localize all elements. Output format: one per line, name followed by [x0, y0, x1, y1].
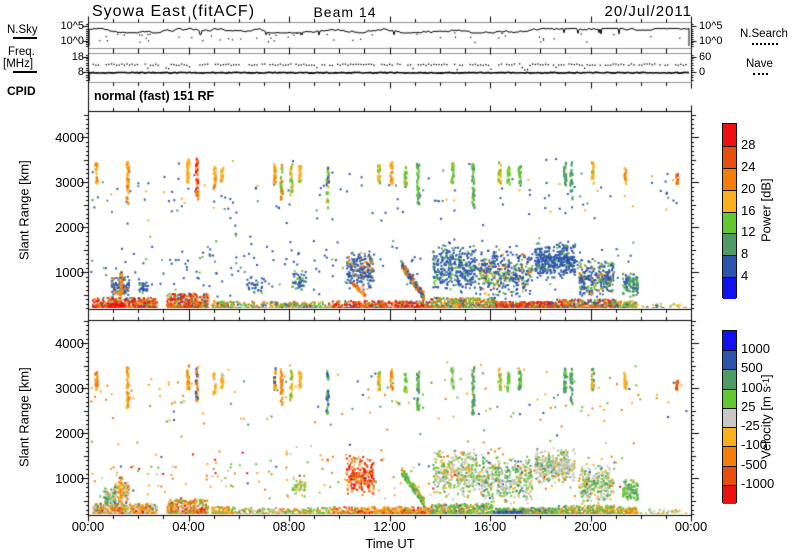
power-colorbar-title-text: Power [dB]: [758, 178, 774, 243]
time-axis-label: Time UT: [365, 536, 415, 551]
velocity-colorbar-tick-label: -500: [741, 456, 768, 472]
range-tick-label-velocity: 2000: [55, 426, 84, 442]
power-colorbar: [722, 123, 737, 299]
power-colorbar-tick-label: 12: [741, 224, 756, 240]
velocity-colorbar-tick-label: -25: [741, 418, 760, 434]
time-tick-label: 12:00: [373, 519, 406, 534]
power-colorbar-tick-label: 24: [741, 158, 756, 174]
velocity-colorbar-tick-label: -100: [741, 437, 768, 453]
nsky-label: N.Sky: [7, 24, 38, 36]
power-colorbar-tick-label: 16: [741, 202, 756, 218]
power-colorbar-segment-grn: [723, 211, 736, 234]
range-tick-label-power: 3000: [55, 175, 84, 191]
nsearch-label: N.Search: [740, 28, 788, 40]
velocity-colorbar-segment-nav: [723, 350, 736, 370]
freq-tick-label-left: 18: [71, 51, 84, 64]
velocity-colorbar-title-pre: Velocity [m s: [758, 385, 774, 459]
power-colorbar-segment-ord: [723, 145, 736, 168]
page-title: Syowa East (fitACF): [92, 3, 256, 20]
power-colorbar-tick-label: 20: [741, 180, 756, 196]
power-colorbar-segment-nav: [723, 255, 736, 278]
range-tick-label-velocity: 4000: [55, 336, 84, 352]
power-colorbar-title: Power [dB]: [757, 123, 775, 298]
slant-range-axis-label-power: Slant Range [km]: [16, 160, 32, 260]
power-colorbar-segment-blu: [723, 277, 736, 299]
noise-tick-label-left: 10^0: [60, 34, 84, 47]
noise-tick-label-right: 10^0: [699, 34, 723, 47]
power-colorbar-tick-label: 4: [741, 268, 749, 284]
time-tick-label: 16:00: [473, 519, 507, 534]
freq-tick-label-right: 0: [699, 65, 706, 78]
cpid-label: CPID: [7, 84, 36, 98]
velocity-colorbar-tick-label: 1000: [741, 341, 770, 357]
range-tick-label-power: 2000: [55, 220, 84, 236]
velocity-colorbar-title-sup: -1: [761, 377, 771, 386]
velocity-colorbar-segment-amb: [723, 427, 736, 447]
time-tick-label: 20:00: [574, 519, 607, 534]
velocity-colorbar-segment-org: [723, 446, 736, 466]
power-colorbar-segment-amb: [723, 189, 736, 212]
slant-range-axis-label-velocity: Slant Range [km]: [16, 367, 32, 468]
nsky-linestyle-marker: [13, 37, 37, 39]
freq-linestyle-marker: [13, 71, 37, 73]
freq-label-line1: Freq.: [8, 46, 35, 58]
velocity-colorbar-tick-label: 25: [741, 398, 756, 414]
power-colorbar-tick-label: 28: [741, 136, 756, 152]
power-colorbar-segment-red: [723, 124, 736, 146]
range-tick-label-power: 4000: [55, 130, 84, 146]
date-label: 20/Jul/2011: [604, 3, 692, 20]
velocity-colorbar-segment-grn: [723, 388, 736, 408]
freq-label-line2: [MHz]: [3, 58, 34, 70]
velocity-colorbar: [722, 330, 737, 504]
beam-label: Beam 14: [313, 4, 377, 20]
noise-tick-label-left: 10^5: [60, 20, 84, 33]
power-colorbar-segment-sea: [723, 233, 736, 256]
time-tick-label: 00:00: [71, 519, 105, 534]
velocity-colorbar-segment-gry: [723, 407, 736, 428]
cpid-value: normal (fast) 151 RF: [94, 89, 215, 103]
velocity-colorbar-segment-ord: [723, 465, 736, 485]
velocity-colorbar-title: Velocity [m s -1]: [757, 330, 775, 503]
range-tick-label-velocity: 1000: [55, 471, 84, 487]
velocity-colorbar-segment-sea: [723, 369, 736, 389]
power-colorbar-segment-org: [723, 167, 736, 190]
range-tick-label-power: 1000: [55, 265, 84, 281]
power-colorbar-tick-label: 8: [741, 246, 749, 262]
velocity-colorbar-tick-label: 500: [741, 360, 763, 376]
velocity-colorbar-title-post: ]: [758, 374, 774, 378]
velocity-colorbar-tick-label: -1000: [741, 475, 775, 491]
time-tick-label: 08:00: [272, 519, 306, 534]
noise-tick-label-right: 10^5: [699, 20, 723, 33]
range-tick-label-velocity: 3000: [55, 381, 84, 397]
time-tick-label: 00:00: [674, 519, 708, 534]
velocity-colorbar-segment-blu: [723, 331, 736, 351]
freq-tick-label-right: 60: [699, 51, 712, 64]
nsearch-linestyle-marker: [752, 43, 778, 45]
freq-tick-label-left: 8: [77, 65, 84, 78]
velocity-colorbar-segment-red: [723, 484, 736, 504]
nave-linestyle-marker: [753, 73, 768, 75]
nave-label: Nave: [746, 58, 773, 70]
velocity-colorbar-tick-label: 100: [741, 379, 763, 395]
time-tick-label: 04:00: [172, 519, 205, 534]
